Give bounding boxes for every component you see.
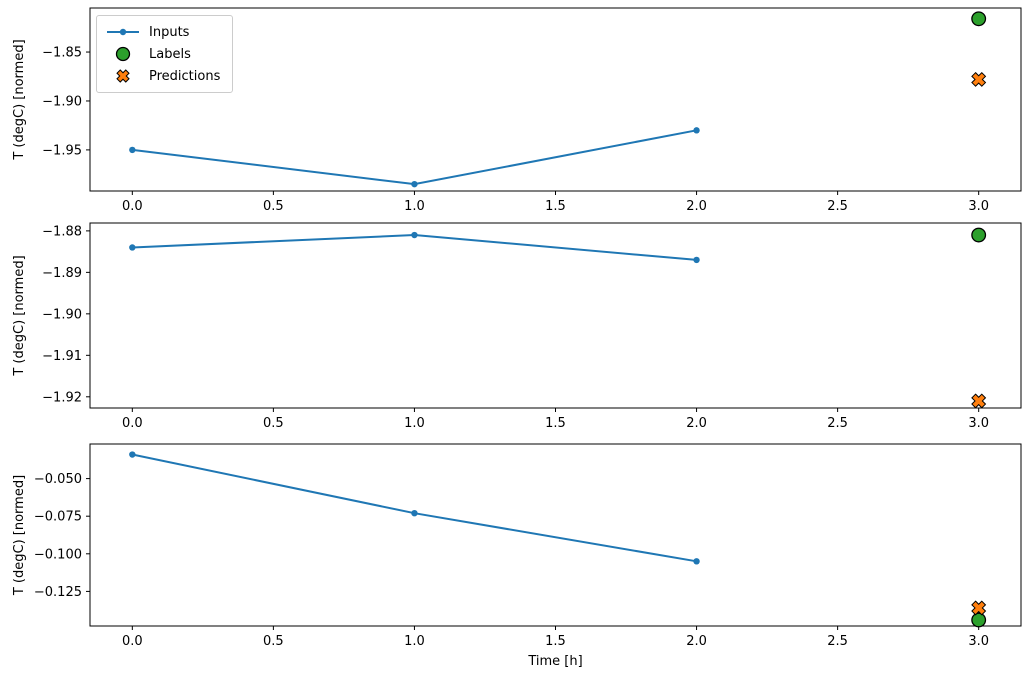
y-axis-label: T (degC) [normed] (12, 39, 27, 160)
inputs-marker[interactable] (411, 231, 418, 239)
x-tick-label: 3.0 (968, 634, 989, 649)
x-tick-label: 2.5 (827, 416, 848, 431)
x-tick-label: 2.0 (686, 416, 707, 431)
legend-label-inputs: Inputs (149, 24, 190, 40)
legend-item-labels[interactable]: Labels (105, 43, 220, 65)
y-tick-label: −1.91 (42, 349, 82, 364)
x-tick-label: 0.5 (263, 416, 284, 431)
predictions-marker[interactable] (969, 391, 989, 411)
inputs-marker[interactable] (411, 509, 418, 517)
x-tick-label: 3.0 (968, 416, 989, 431)
legend-item-inputs[interactable]: Inputs (105, 21, 220, 43)
y-tick-label: −1.95 (42, 143, 82, 158)
x-icon (116, 69, 130, 83)
legend: Inputs Labels Predictions (96, 15, 234, 93)
y-tick-label: −0.100 (34, 547, 82, 562)
labels-marker[interactable] (971, 11, 987, 27)
subplot-3: 0.0 0.5 1.0 1.5 2.0 2.5 3.0 −0.050 −0.075 −0.100 −… (12, 443, 1022, 669)
y-tick-label: −1.85 (42, 46, 82, 61)
legend-label-predictions: Predictions (149, 68, 221, 84)
inputs-marker[interactable] (129, 451, 136, 458)
x-tick-label: 1.0 (404, 416, 425, 431)
circle-icon (115, 46, 131, 62)
inputs-marker[interactable] (693, 127, 700, 134)
inputs-line[interactable] (131, 129, 698, 186)
x-tick-label: 0.0 (122, 634, 143, 649)
subplot-1: 0.0 0.5 1.0 1.5 2.0 2.5 3.0 −1.85 −1.90 −1.95 T (d… (12, 7, 1022, 214)
labels-marker[interactable] (971, 227, 987, 243)
plot-box (89, 443, 1022, 627)
x-tick-label: 0.0 (122, 416, 143, 431)
legend-item-predictions[interactable]: Predictions (105, 65, 220, 87)
x-tick-label: 2.0 (686, 199, 707, 214)
inputs-marker[interactable] (411, 180, 418, 188)
labels-marker[interactable] (971, 612, 987, 628)
x-tick-label: 1.0 (404, 199, 425, 214)
y-tick-label: −1.89 (42, 266, 82, 281)
inputs-marker[interactable] (693, 558, 700, 565)
line-dot-icon (107, 28, 139, 36)
x-tick-label: 1.5 (545, 634, 566, 649)
inputs-marker[interactable] (129, 146, 136, 154)
y-tick-label: −1.88 (42, 224, 82, 239)
x-tick-label: 2.5 (827, 199, 848, 214)
plot-box (89, 222, 1022, 409)
predictions-marker[interactable] (969, 70, 989, 90)
y-tick-label: −0.075 (34, 510, 82, 525)
x-tick-label: 0.5 (263, 199, 284, 214)
x-tick-label: 1.5 (545, 199, 566, 214)
y-axis-label: T (degC) [normed] (12, 255, 27, 376)
y-tick-label: −0.125 (34, 585, 82, 600)
subplot-2: 0.0 0.5 1.0 1.5 2.0 2.5 3.0 −1.88 −1.89 −1.90 −1.9… (12, 222, 1022, 431)
x-tick-label: 2.5 (827, 634, 848, 649)
x-tick-label: 3.0 (968, 199, 989, 214)
x-tick-label: 2.0 (686, 634, 707, 649)
inputs-marker[interactable] (693, 256, 700, 264)
x-tick-label: 0.0 (122, 199, 143, 214)
predictions-marker[interactable] (969, 598, 989, 618)
y-tick-label: −1.90 (42, 94, 82, 109)
x-tick-label: 0.5 (263, 634, 284, 649)
y-tick-label: −1.90 (42, 307, 82, 322)
x-tick-label: 1.0 (404, 634, 425, 649)
inputs-line[interactable] (131, 453, 698, 563)
y-tick-label: −1.92 (42, 390, 82, 405)
x-tick-label: 1.5 (545, 416, 566, 431)
y-axis-label: T (degC) [normed] (12, 475, 27, 596)
legend-label-labels: Labels (149, 46, 191, 62)
x-axis-label: Time [h] (527, 654, 582, 669)
inputs-marker[interactable] (129, 244, 136, 251)
y-tick-label: −0.050 (34, 472, 82, 487)
inputs-line[interactable] (131, 234, 698, 261)
